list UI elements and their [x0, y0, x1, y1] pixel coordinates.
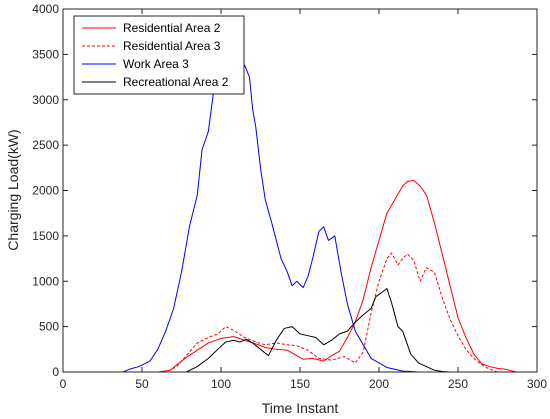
x-tick-label: 100 [211, 377, 231, 391]
axes-layer: 0 50 100 150 200 250 3000500100015002000250030… [32, 2, 547, 391]
x-tick-label: 0 [60, 377, 67, 391]
y-tick-label: 2000 [32, 184, 59, 198]
x-axis-title: Time Instant [262, 400, 339, 416]
series-line-residential-area-3 [63, 252, 498, 373]
x-tick-label: 200 [369, 377, 389, 391]
legend-box [73, 15, 245, 95]
x-tick-label: 150 [290, 377, 310, 391]
legend-label: Residential Area 3 [123, 39, 221, 53]
y-axis-title: Charging Load(kW) [5, 129, 21, 250]
y-tick-label: 1000 [32, 274, 59, 288]
y-tick-label: 1500 [32, 229, 59, 243]
legend: Residential Area 2 Residential Area 3 Work… [73, 15, 245, 95]
series-line-work-area-3 [63, 49, 419, 373]
x-tick-label: 250 [448, 377, 468, 391]
series-layer [63, 49, 517, 373]
legend-label: Recreational Area 2 [123, 75, 229, 89]
y-tick-label: 2500 [32, 138, 59, 152]
series-line-recreational-area-2 [63, 288, 451, 373]
legend-label: Work Area 3 [123, 57, 189, 71]
y-tick-label: 3000 [32, 93, 59, 107]
y-tick-label: 3500 [32, 47, 59, 61]
x-tick-label: 300 [527, 377, 547, 391]
y-tick-label: 500 [39, 320, 59, 334]
y-tick-label: 0 [52, 365, 59, 379]
legend-label: Residential Area 2 [123, 21, 221, 35]
x-tick-label: 50 [135, 377, 149, 391]
y-tick-label: 4000 [32, 2, 59, 16]
